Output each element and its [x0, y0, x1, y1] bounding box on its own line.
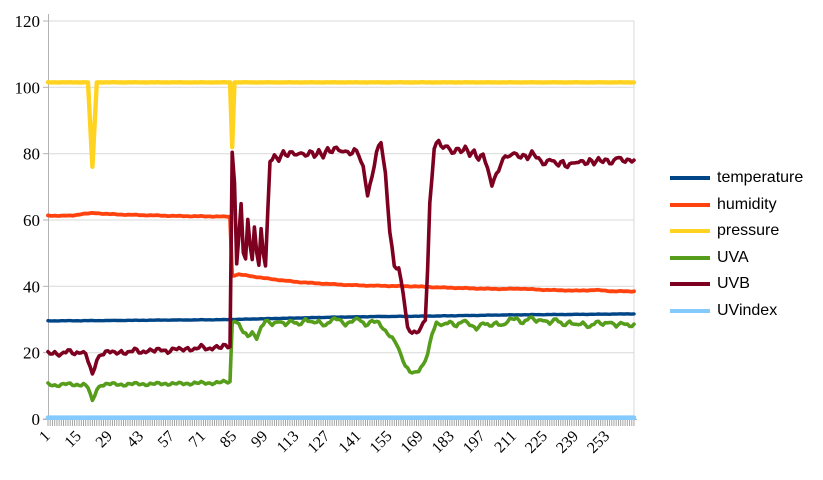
- x-tick-label: 253: [584, 428, 613, 457]
- legend-item-UVA[interactable]: UVA: [670, 245, 803, 272]
- y-tick-label: 0: [32, 410, 41, 429]
- x-tick-label: 99: [248, 428, 271, 451]
- x-tick-label: 155: [367, 428, 396, 457]
- legend-label: temperature: [717, 169, 804, 187]
- x-tick-label: 85: [217, 428, 240, 451]
- x-minor-ticks: [47, 419, 635, 426]
- legend-swatch-UVindex: [670, 308, 710, 313]
- y-tick-label: 40: [23, 277, 40, 296]
- legend-item-UVindex[interactable]: UVindex: [670, 298, 803, 325]
- y-tick-label: 120: [15, 12, 41, 31]
- x-tick-label: 113: [274, 428, 303, 457]
- series-line-UVA: [46, 315, 636, 403]
- legend-swatch-UVB: [670, 282, 710, 287]
- x-tick-label: 211: [491, 428, 520, 457]
- y-tick-label: 80: [23, 145, 40, 164]
- legend-swatch-UVA: [670, 255, 710, 260]
- x-tick-label: 197: [460, 428, 489, 457]
- legend-swatch-pressure: [670, 229, 710, 234]
- legend-item-temperature[interactable]: temperature: [670, 165, 803, 192]
- legend-item-pressure[interactable]: pressure: [670, 218, 803, 245]
- x-tick-label: 225: [522, 428, 551, 457]
- x-tick-label: 29: [93, 428, 116, 451]
- x-tick-label: 169: [398, 428, 427, 457]
- x-tick-label: 71: [186, 428, 209, 451]
- x-tick-label: 127: [305, 428, 334, 457]
- legend-label: UVA: [717, 248, 749, 266]
- x-tick-label: 57: [155, 428, 178, 451]
- y-tick-label: 100: [15, 78, 41, 97]
- x-tick-label: 1: [36, 428, 54, 446]
- legend-label: pressure: [717, 222, 780, 240]
- x-tick-label: 15: [62, 428, 85, 451]
- series-line-humidity: [46, 211, 636, 294]
- y-tick-label: 60: [23, 211, 40, 230]
- series-line-temperature: [46, 312, 636, 323]
- x-tick-label: 43: [124, 428, 147, 451]
- legend-label: humidity: [717, 195, 777, 213]
- legend: temperature humidity pressure UVA UVB UVindex: [670, 165, 803, 324]
- legend-label: UVindex: [717, 301, 778, 319]
- legend-item-UVB[interactable]: UVB: [670, 271, 803, 298]
- x-tick-label: 183: [429, 428, 458, 457]
- series-line-pressure: [45, 80, 637, 169]
- legend-label: UVB: [717, 275, 750, 293]
- legend-item-humidity[interactable]: humidity: [670, 192, 803, 219]
- legend-swatch-temperature: [670, 176, 710, 181]
- x-tick-label: 239: [553, 428, 582, 457]
- series-line-UVB: [46, 138, 636, 376]
- x-tick-label: 141: [336, 428, 365, 457]
- y-tick-label: 20: [23, 344, 40, 363]
- legend-swatch-humidity: [670, 202, 710, 207]
